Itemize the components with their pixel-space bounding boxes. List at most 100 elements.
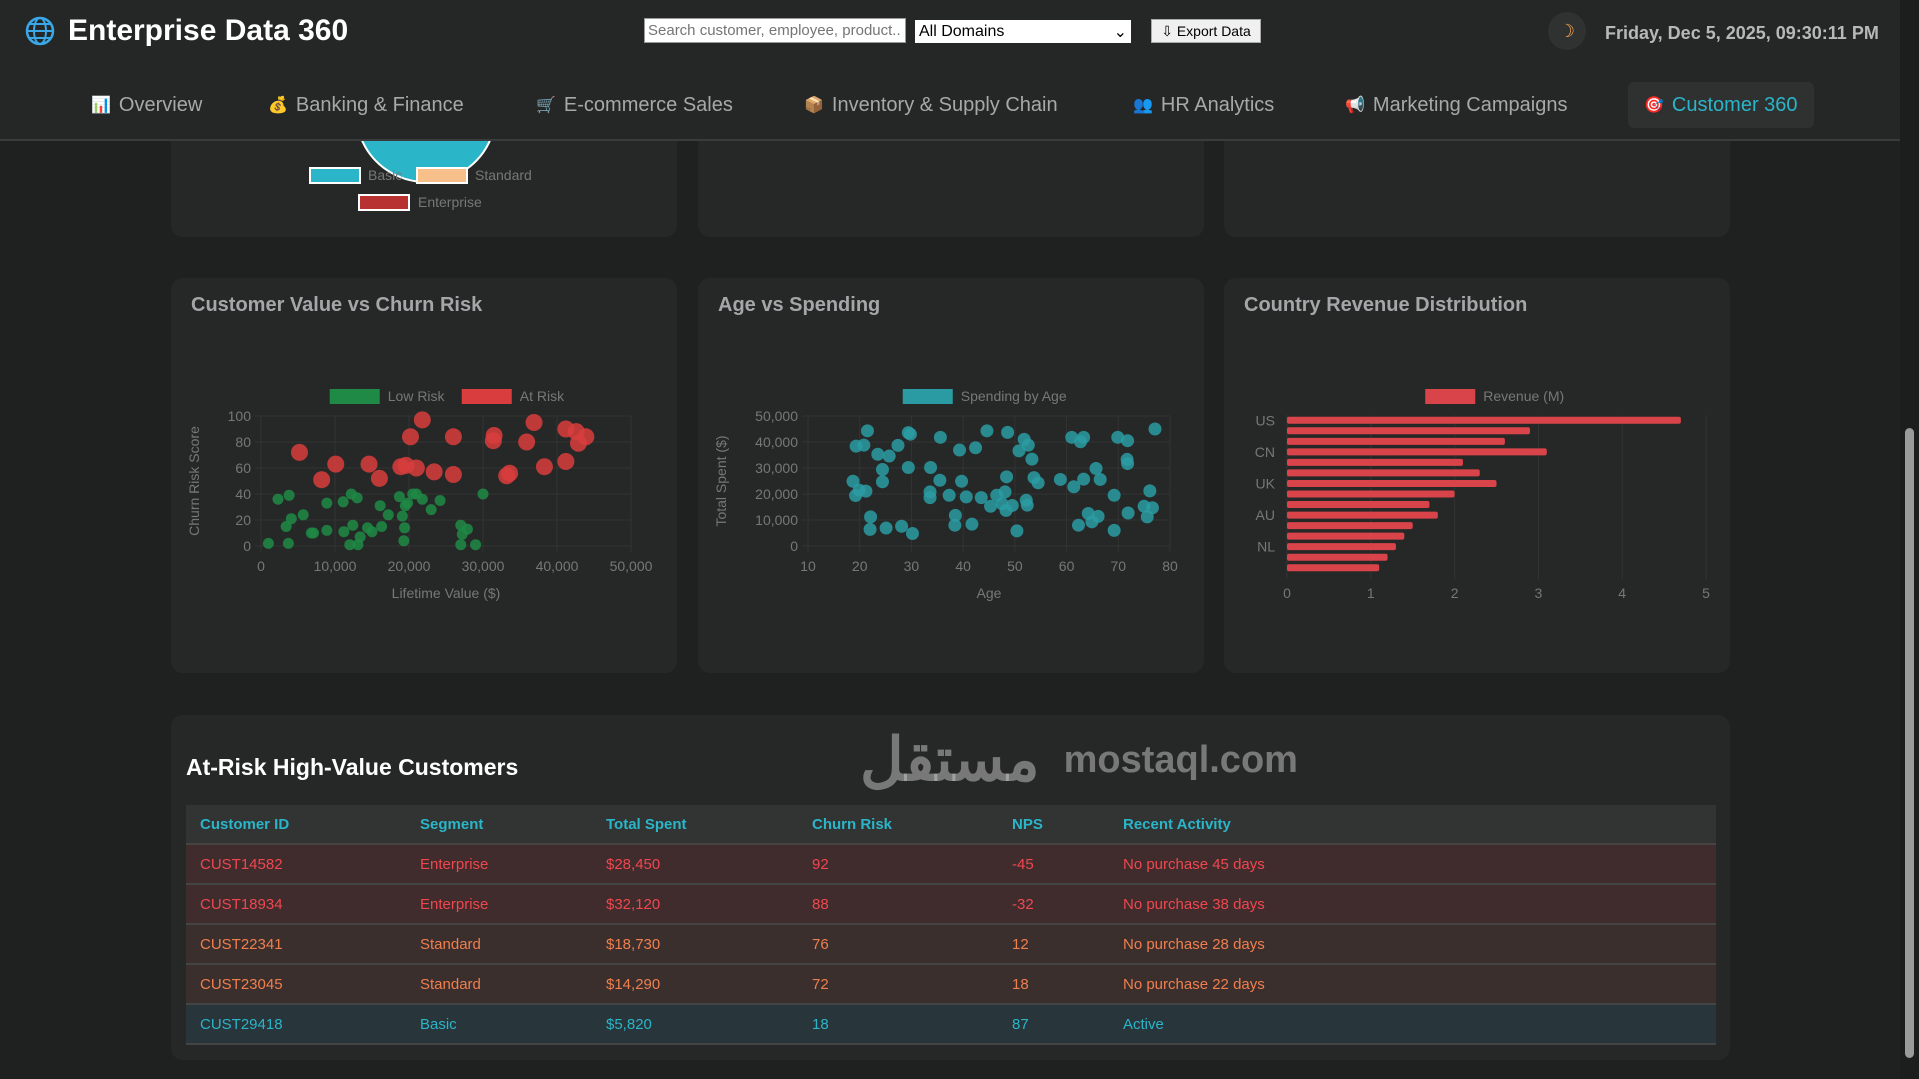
data-point-spending-by-age xyxy=(948,518,962,532)
data-point-spending-by-age xyxy=(965,517,979,531)
data-point-low-risk xyxy=(382,509,394,521)
data-point-low-risk xyxy=(262,537,274,549)
table-row[interactable]: CUST23045 Standard $14,290 72 18 No purchase … xyxy=(186,964,1716,1005)
data-point-at-risk xyxy=(401,428,419,446)
data-point-low-risk xyxy=(366,526,378,538)
data-point-spending-by-age xyxy=(863,522,877,536)
country-revenue-bar-chart: 0 1 2 3 4 5 Revenue (M) US CN UK AU NL xyxy=(1255,388,1710,601)
age-spending-card: Age vs Spending 10 20 30 40 50 60 70 80 0 10,000 2… xyxy=(698,278,1204,673)
data-point-low-risk xyxy=(376,521,388,532)
column-header[interactable]: Churn Risk xyxy=(798,805,998,845)
data-point-low-risk xyxy=(354,531,366,543)
data-point-low-risk xyxy=(477,488,489,500)
table-cell: No purchase 45 days xyxy=(1109,844,1716,885)
table-cell: $28,450 xyxy=(592,844,798,885)
data-point-spending-by-age xyxy=(1091,509,1105,523)
table-cell: 88 xyxy=(798,884,998,925)
scrollbar-thumb[interactable] xyxy=(1905,428,1914,1058)
x-axis-label: Lifetime Value ($) xyxy=(392,585,501,601)
table-cell: $18,730 xyxy=(592,924,798,965)
table-row[interactable]: CUST29418 Basic $5,820 18 87 Active xyxy=(186,1004,1716,1045)
data-point-spending-by-age xyxy=(955,474,969,488)
x-tick-label: 80 xyxy=(1162,558,1178,574)
export-data-button[interactable]: ⇩ Export Data xyxy=(1151,19,1261,43)
tab-hr-analytics[interactable]: 👥 HR Analytics xyxy=(1117,82,1290,128)
legend-swatch xyxy=(329,389,380,404)
table-row[interactable]: CUST14582 Enterprise $28,450 92 -45 No purcha… xyxy=(186,844,1716,885)
legend-label: At Risk xyxy=(520,388,565,404)
column-header[interactable]: Customer ID xyxy=(186,805,406,845)
tab-marketing-campaigns[interactable]: 📢 Marketing Campaigns xyxy=(1329,82,1583,128)
y-tick-label: 30,000 xyxy=(755,460,798,476)
moon-icon: ☽ xyxy=(1558,20,1576,41)
data-point-spending-by-age xyxy=(1089,462,1103,476)
data-point-spending-by-age xyxy=(1077,430,1091,444)
data-point-low-risk xyxy=(283,489,295,501)
table-row[interactable]: CUST22341 Standard $18,730 76 12 No purchase … xyxy=(186,924,1716,965)
tab-icon: 📢 xyxy=(1345,97,1365,114)
tab-banking-finance[interactable]: 💰 Banking & Finance xyxy=(252,82,480,128)
data-point-spending-by-age xyxy=(895,519,909,533)
chevron-down-icon: ⌄ xyxy=(1113,23,1127,41)
tab-label: Overview xyxy=(118,93,203,116)
tab-overview[interactable]: 📊 Overview xyxy=(75,82,218,128)
tab-e-commerce-sales[interactable]: 🛒 E-commerce Sales xyxy=(520,82,749,128)
theme-toggle-button[interactable]: ☽ xyxy=(1548,12,1586,50)
table-cell: 72 xyxy=(798,964,998,1005)
table-cell: No purchase 28 days xyxy=(1109,924,1716,965)
data-point-at-risk xyxy=(327,455,345,473)
x-tick-label: 1 xyxy=(1367,585,1375,601)
search-input[interactable] xyxy=(644,18,906,43)
y-tick-label: 80 xyxy=(235,434,251,450)
table-row[interactable]: CUST18934 Enterprise $32,120 88 -32 No purcha… xyxy=(186,884,1716,925)
x-tick-label: 40,000 xyxy=(536,558,579,574)
x-tick-label: 5 xyxy=(1702,585,1710,601)
data-point-at-risk xyxy=(407,459,425,477)
page-scrollbar[interactable] xyxy=(1900,0,1919,1079)
data-point-low-risk xyxy=(344,539,356,551)
data-point-low-risk xyxy=(321,497,333,509)
at-risk-customers-table: Customer ID Segment Total Spent Churn Risk N… xyxy=(186,805,1716,1045)
bar xyxy=(1287,416,1681,424)
data-point-spending-by-age xyxy=(857,438,871,452)
data-point-spending-by-age xyxy=(1005,498,1019,512)
table-cell: Standard xyxy=(406,964,592,1005)
bar xyxy=(1287,490,1455,498)
data-point-spending-by-age xyxy=(1145,501,1159,515)
data-point-low-risk xyxy=(434,495,446,506)
data-point-spending-by-age xyxy=(1093,472,1107,486)
x-tick-label: 30 xyxy=(904,558,920,574)
data-point-spending-by-age xyxy=(1025,452,1039,466)
data-point-low-risk xyxy=(321,524,333,536)
table-cell: $32,120 xyxy=(592,884,798,925)
y-tick-label: 100 xyxy=(228,408,252,424)
x-tick-label: 3 xyxy=(1535,585,1543,601)
tab-label: Inventory & Supply Chain xyxy=(831,93,1058,116)
data-point-spending-by-age xyxy=(882,449,896,463)
x-tick-label: 4 xyxy=(1618,585,1626,601)
column-header[interactable]: Segment xyxy=(406,805,592,845)
column-header[interactable]: NPS xyxy=(998,805,1109,845)
data-point-spending-by-age xyxy=(959,490,973,504)
x-tick-label: 70 xyxy=(1110,558,1126,574)
y-tick-label: US xyxy=(1256,412,1275,428)
data-point-spending-by-age xyxy=(901,460,915,474)
data-point-low-risk xyxy=(282,537,294,549)
country-revenue-card: Country Revenue Distribution 0 1 2 3 4 5 Reven… xyxy=(1224,278,1730,673)
legend-label: Spending by Age xyxy=(961,388,1067,404)
data-point-spending-by-age xyxy=(984,499,998,513)
y-tick-label: CN xyxy=(1255,444,1275,460)
x-tick-label: 20 xyxy=(852,558,868,574)
tab-customer-360[interactable]: 🎯 Customer 360 xyxy=(1628,82,1814,128)
data-point-at-risk xyxy=(501,464,519,482)
table-cell: 18 xyxy=(998,964,1109,1005)
column-header[interactable]: Total Spent xyxy=(592,805,798,845)
data-point-spending-by-age xyxy=(980,424,994,438)
y-tick-label: 10,000 xyxy=(755,512,798,528)
tab-inventory-supply-chain[interactable]: 📦 Inventory & Supply Chain xyxy=(788,82,1074,128)
domain-select[interactable]: All Domains ⌄ xyxy=(915,20,1131,43)
data-point-spending-by-age xyxy=(1121,457,1135,471)
table-cell: Standard xyxy=(406,924,592,965)
column-header[interactable]: Recent Activity xyxy=(1109,805,1716,845)
tab-label: HR Analytics xyxy=(1160,93,1275,116)
